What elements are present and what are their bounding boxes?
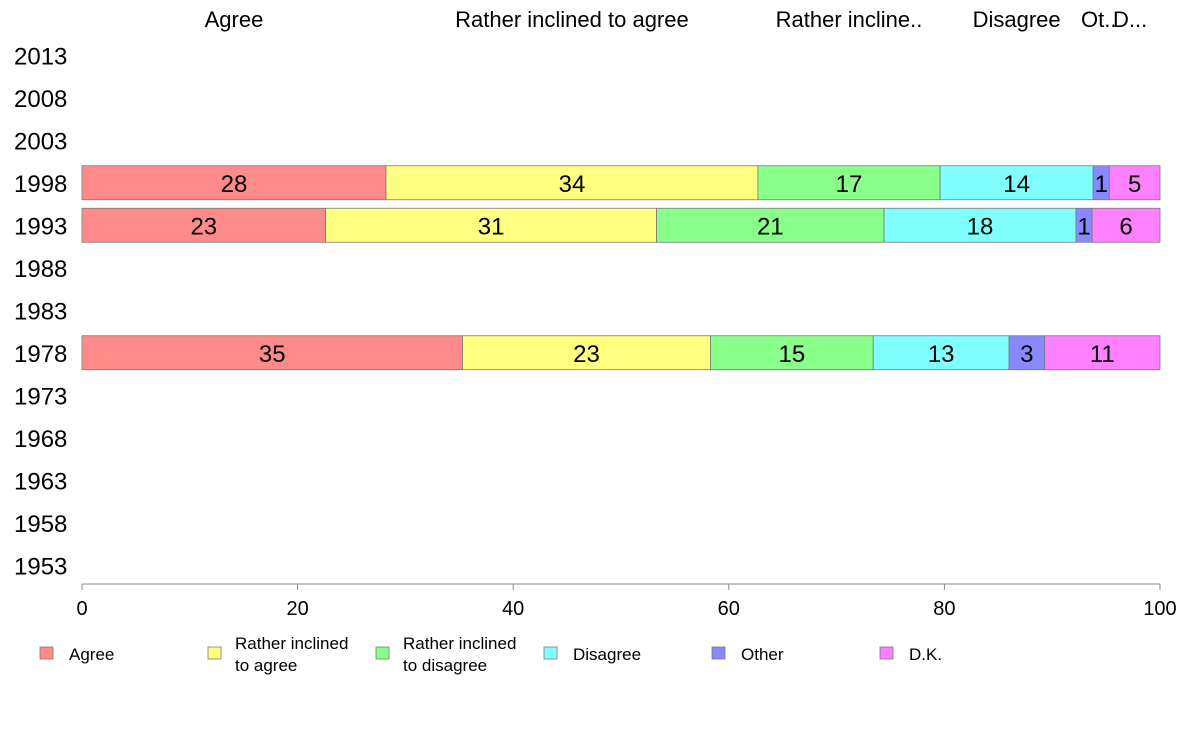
year-label: 1998 [14, 171, 67, 198]
x-axis: 0 20 40 60 80 100 [76, 583, 1177, 620]
x-tick-label: 20 [286, 598, 308, 620]
bar-segment [710, 335, 874, 371]
year-label: 1968 [14, 426, 67, 453]
year-label: 2013 [14, 43, 67, 70]
bar-value-label: 6 [1119, 213, 1132, 240]
bar-value-label: 21 [757, 213, 784, 240]
bar-segment [81, 207, 327, 243]
legend-label: Agree [69, 645, 114, 664]
year-label: 1973 [14, 383, 67, 410]
series-header-label: Agree [205, 7, 264, 32]
series-header-label: Rather incline.. [776, 7, 923, 32]
year-axis-labels: 2013 2008 2003 1998 1993 1988 1983 1978 1973 1968… [14, 43, 67, 580]
year-label: 2003 [14, 128, 67, 155]
year-label: 1993 [14, 213, 67, 240]
bar-segment [81, 165, 387, 201]
bar-segment [385, 165, 759, 201]
bar-value-label: 35 [259, 341, 286, 368]
bar-value-label: 14 [1003, 171, 1030, 198]
legend-label: D.K. [909, 645, 942, 664]
bar-value-label: 1 [1095, 171, 1108, 198]
bar-value-label: 17 [836, 171, 863, 198]
bar-value-label: 3 [1020, 341, 1033, 368]
bar-value-label: 31 [478, 213, 505, 240]
bar-value-label: 23 [573, 341, 600, 368]
x-tick-label: 40 [502, 598, 524, 620]
legend-label: Disagree [573, 645, 641, 664]
bars: 28 34 17 14 1 523 31 21 18 1 635 23 15 13 3 11 [81, 165, 1161, 371]
bar-segment [1091, 207, 1161, 243]
bar-value-label: 15 [779, 341, 806, 368]
bar-value-label: 5 [1128, 171, 1141, 198]
x-tick-label: 0 [76, 598, 87, 620]
year-label: 1963 [14, 468, 67, 495]
bar-value-label: 28 [221, 171, 248, 198]
year-label: 1958 [14, 511, 67, 538]
bar-value-label: 18 [967, 213, 994, 240]
year-label: 1953 [14, 553, 67, 580]
legend-label: Rather inclined [235, 634, 348, 653]
bar-value-label: 1 [1077, 213, 1090, 240]
year-label: 1978 [14, 341, 67, 368]
series-header-labels: Agree Rather inclined to agree Rather incl… [205, 7, 1148, 32]
bar-value-label: 11 [1090, 341, 1115, 368]
bar-segment [872, 335, 1010, 371]
series-header-label: D... [1113, 7, 1147, 32]
bar-segment [462, 335, 711, 371]
legend-swatch [879, 646, 894, 660]
legend-swatch [39, 646, 54, 660]
bar-value-label: 34 [559, 171, 586, 198]
series-header-label: Disagree [973, 7, 1061, 32]
bar-segment [939, 165, 1094, 201]
year-label: 1983 [14, 298, 67, 325]
bar-segment [656, 207, 885, 243]
legend-label: Other [741, 645, 784, 664]
legend-label: Rather inclined [403, 634, 516, 653]
legend-swatch [711, 646, 726, 660]
x-tick-label: 100 [1143, 598, 1176, 620]
bar-segment [757, 165, 941, 201]
year-label: 1988 [14, 256, 67, 283]
bar-segment [1108, 165, 1161, 201]
legend-swatch [543, 646, 558, 660]
legend: Agree Rather inclined to agree Rather incli… [39, 634, 942, 675]
x-tick-label: 80 [933, 598, 955, 620]
bar-segment [883, 207, 1077, 243]
legend-label: to disagree [403, 656, 487, 675]
bar-value-label: 23 [190, 213, 217, 240]
bar-value-label: 13 [928, 341, 955, 368]
x-tick-label: 60 [718, 598, 740, 620]
bar-segment [81, 335, 463, 371]
year-label: 2008 [14, 86, 67, 113]
series-header-label: Ot.. [1081, 7, 1116, 32]
bar-segment [1044, 335, 1161, 371]
bar-segment [325, 207, 657, 243]
legend-swatch [207, 646, 222, 660]
series-header-label: Rather inclined to agree [455, 7, 689, 32]
legend-swatch [375, 646, 390, 660]
legend-label: to agree [235, 656, 297, 675]
